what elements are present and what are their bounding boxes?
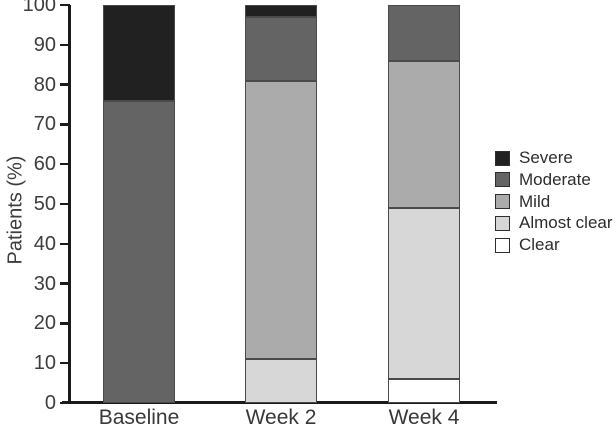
y-tick (60, 361, 70, 365)
y-tick-label: 100 (22, 0, 56, 16)
bar-segment-baseline-moderate (103, 100, 175, 403)
y-tick-label: 70 (33, 113, 56, 136)
legend-swatch-clear (495, 237, 510, 253)
bar-segment-week-2-almost-clear (245, 359, 317, 403)
legend-item-moderate: Moderate (495, 170, 591, 190)
bar-segment-baseline-severe (103, 5, 175, 101)
legend-item-mild: Mild (495, 192, 550, 212)
x-axis-label-baseline: Baseline (98, 406, 180, 429)
bar-segment-week-4-moderate (388, 5, 460, 61)
bar-segment-week-2-moderate (245, 16, 317, 81)
x-axis-label-week-2: Week 2 (245, 406, 317, 429)
legend-swatch-severe (495, 150, 510, 166)
legend-label-severe: Severe (519, 148, 573, 167)
y-tick (60, 401, 70, 405)
y-tick-label: 30 (33, 272, 56, 295)
legend-item-severe: Severe (495, 148, 573, 168)
y-tick (60, 202, 70, 206)
y-tick (60, 123, 70, 126)
y-tick (60, 162, 70, 166)
y-tick (60, 242, 70, 246)
bar-segment-week-4-almost-clear (388, 207, 460, 380)
legend-item-almost-clear: Almost clear (495, 213, 613, 233)
y-tick-label: 0 (44, 392, 56, 414)
bar-segment-week-4-mild (388, 60, 460, 208)
y-tick-label: 10 (33, 352, 56, 375)
y-tick (60, 282, 70, 285)
bar-segment-week-2-severe (245, 5, 317, 17)
legend-label-moderate: Moderate (519, 169, 591, 189)
y-tick (60, 83, 70, 86)
y-tick-label: 40 (33, 232, 56, 255)
legend-label-clear: Clear (519, 235, 560, 255)
y-tick (60, 43, 70, 47)
legend-label-mild: Mild (519, 191, 551, 211)
legend-item-clear: Clear (495, 235, 560, 255)
y-tick-label: 20 (33, 312, 56, 335)
y-tick (60, 3, 70, 7)
bar-segment-week-4-clear (388, 379, 460, 403)
legend-label-almost-clear: Almost clear (519, 213, 613, 233)
bar-segment-week-2-mild (245, 80, 317, 360)
y-tick-label: 50 (33, 193, 56, 215)
y-tick-label: 80 (33, 73, 56, 96)
legend-swatch-almost-clear (495, 215, 510, 231)
y-tick-label: 90 (33, 33, 56, 56)
legend-swatch-mild (495, 194, 510, 210)
x-axis-label-week-4: Week 4 (388, 406, 460, 429)
y-tick (60, 322, 70, 325)
y-tick-label: 60 (33, 153, 56, 176)
legend-swatch-moderate (495, 172, 510, 188)
